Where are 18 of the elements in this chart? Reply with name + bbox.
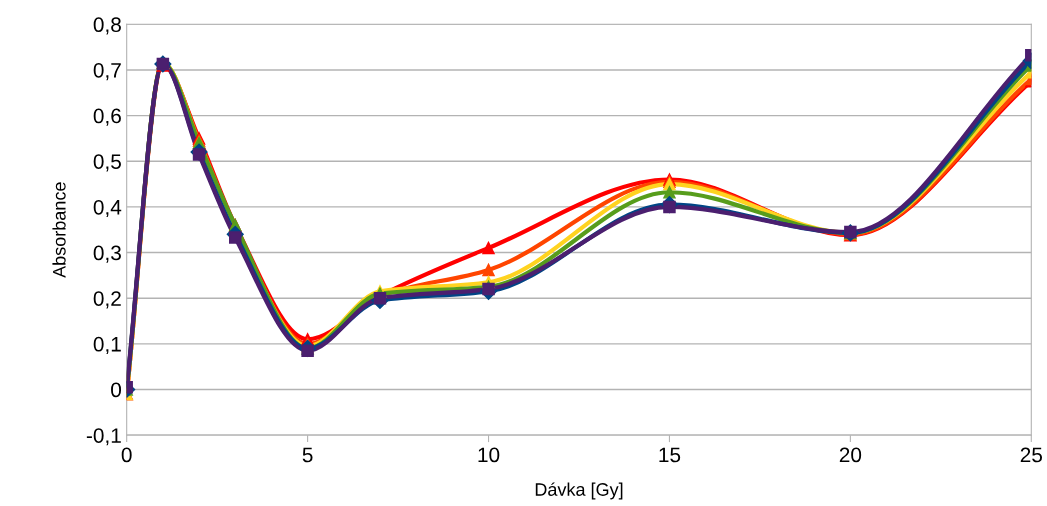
x-tick-label: 0 (121, 447, 132, 463)
y-tick-label: 0,7 (93, 62, 121, 81)
x-tick-label: 10 (478, 447, 500, 463)
y-tick-label: -0,1 (86, 428, 121, 446)
x-tick-label: 25 (1020, 447, 1043, 463)
y-tick-label: 0,8 (93, 17, 121, 35)
y-tick-label: 0 (111, 382, 122, 398)
y-tick-label: 0,5 (93, 154, 121, 172)
y-tick-label: 0,1 (93, 336, 121, 355)
y-tick-label: 0,2 (93, 291, 121, 309)
y-tick-label: 0,3 (93, 245, 121, 263)
x-tick-label: 20 (839, 447, 862, 463)
x-axis-title: Dávka [Gy] (535, 482, 623, 500)
y-axis-title: Absorbance (52, 182, 66, 278)
x-tick-label: 5 (302, 447, 313, 463)
y-tick-label: 0,6 (93, 108, 121, 126)
x-tick-label: 15 (659, 447, 681, 463)
y-tick-label: 0,4 (93, 199, 122, 218)
